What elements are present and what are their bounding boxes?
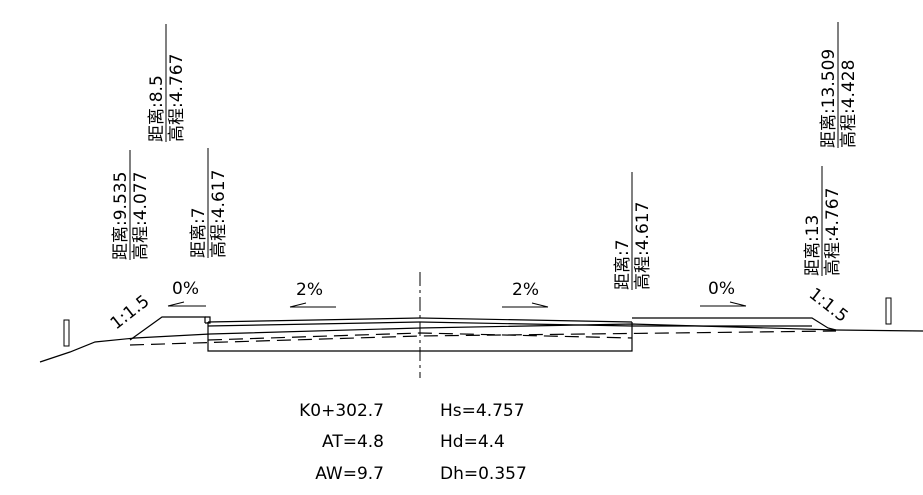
left-lane-arrow [289, 302, 336, 308]
label-left-top: 距离:8.5 高程:4.767 [147, 24, 187, 142]
left-top-distance: 距离:8.5 [147, 75, 167, 142]
right-shoulder [632, 317, 837, 331]
pavement-top-right [419, 317, 633, 323]
pavement-layer-left [207, 321, 421, 327]
subgrade-dashed [129, 330, 837, 346]
left-post [63, 319, 70, 347]
label-right-top: 距离:13.509 高程:4.428 [819, 22, 859, 148]
left-inner-elevation: 高程:4.617 [209, 170, 229, 258]
left-embankment [129, 316, 206, 341]
label-right-inner: 距离:7 高程:4.617 [613, 172, 653, 290]
right-lane-slope: 2% [512, 280, 539, 300]
right-outer-elevation: 高程:4.767 [823, 188, 843, 276]
info-dh: Dh=0.357 [440, 464, 527, 484]
left-top-elevation: 高程:4.767 [167, 54, 187, 142]
right-shoulder-slope: 0% [708, 279, 735, 299]
ground-line [39, 323, 923, 363]
info-aw: AW=9.7 [315, 464, 384, 484]
right-shoulder-arrow [700, 301, 747, 307]
left-inner-distance: 距离:7 [189, 207, 209, 258]
info-at: AT=4.8 [322, 432, 384, 452]
right-inner-elevation: 高程:4.617 [633, 202, 653, 290]
label-left-inner: 距离:7 高程:4.617 [189, 148, 229, 258]
left-outer-elevation: 高程:4.077 [131, 172, 151, 260]
left-shoulder-slope: 0% [172, 279, 199, 299]
right-top-elevation: 高程:4.428 [839, 60, 859, 148]
right-lane-arrow [502, 302, 549, 308]
label-left-outer: 距离:9.535 高程:4.077 [111, 150, 151, 260]
pavement-layer-right [419, 321, 633, 327]
left-shoulder-arrow [167, 301, 206, 307]
right-outer-distance: 距离:13 [803, 215, 823, 276]
right-top-distance: 距离:13.509 [819, 49, 839, 148]
info-hd: Hd=4.4 [440, 432, 505, 452]
info-station: K0+302.7 [299, 401, 384, 421]
pavement-top-left [207, 317, 421, 323]
info-hs: Hs=4.757 [440, 401, 525, 421]
left-lane-slope: 2% [296, 280, 323, 300]
right-side-slope: 1:1.5 [805, 284, 852, 327]
left-outer-distance: 距离:9.535 [111, 172, 131, 260]
right-post [885, 297, 892, 325]
label-right-outer: 距离:13 高程:4.767 [803, 166, 843, 276]
right-inner-distance: 距离:7 [613, 239, 633, 290]
